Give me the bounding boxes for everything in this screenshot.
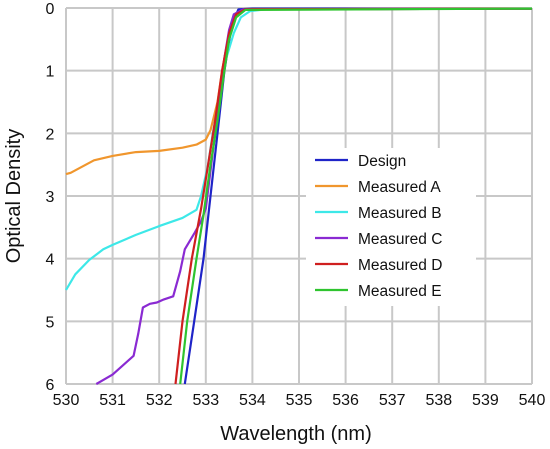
plot-lines: [65, 7, 533, 385]
legend-label-measured-c: Measured C: [358, 231, 442, 248]
y-tick-label-1: 1: [46, 64, 55, 81]
x-axis-label: Wavelength (nm): [220, 423, 372, 445]
y-tick-label-0: 0: [46, 1, 55, 18]
x-tick-label-538: 538: [425, 392, 452, 409]
grid: [65, 7, 533, 385]
series-line-measured-b: [65, 7, 533, 291]
y-tick-label-6: 6: [46, 377, 55, 394]
legend-label-design: Design: [358, 153, 406, 170]
legend-label-measured-e: Measured E: [358, 283, 442, 300]
legend-label-measured-a: Measured A: [358, 179, 441, 196]
legend-label-measured-b: Measured B: [358, 205, 442, 222]
x-tick-label-534: 534: [239, 392, 266, 409]
legend-background: [306, 148, 476, 306]
y-tick-label-3: 3: [46, 189, 55, 206]
x-tick-label-532: 532: [146, 392, 173, 409]
x-axis-ticks: 530 531 532 533 534 535 536 537 538 539 540: [53, 392, 546, 409]
x-tick-label-530: 530: [53, 392, 80, 409]
x-tick-label-537: 537: [379, 392, 406, 409]
legend: Design Measured A Measured B Measured C Meas…: [306, 148, 476, 306]
x-tick-label-539: 539: [472, 392, 499, 409]
x-tick-label-540: 540: [519, 392, 546, 409]
y-tick-label-2: 2: [46, 126, 55, 143]
legend-label-measured-d: Measured D: [358, 257, 442, 274]
y-axis-ticks: 0 1 2 3 4 5 6: [46, 1, 55, 394]
y-tick-label-4: 4: [46, 252, 55, 269]
series-line-measured-d: [174, 7, 533, 385]
y-tick-label-5: 5: [46, 314, 55, 331]
series-line-measured-e: [179, 7, 533, 385]
x-tick-label-536: 536: [332, 392, 359, 409]
x-tick-label-531: 531: [99, 392, 126, 409]
x-tick-label-535: 535: [286, 392, 313, 409]
y-axis-label: Optical Density: [3, 129, 25, 264]
x-tick-label-533: 533: [192, 392, 219, 409]
